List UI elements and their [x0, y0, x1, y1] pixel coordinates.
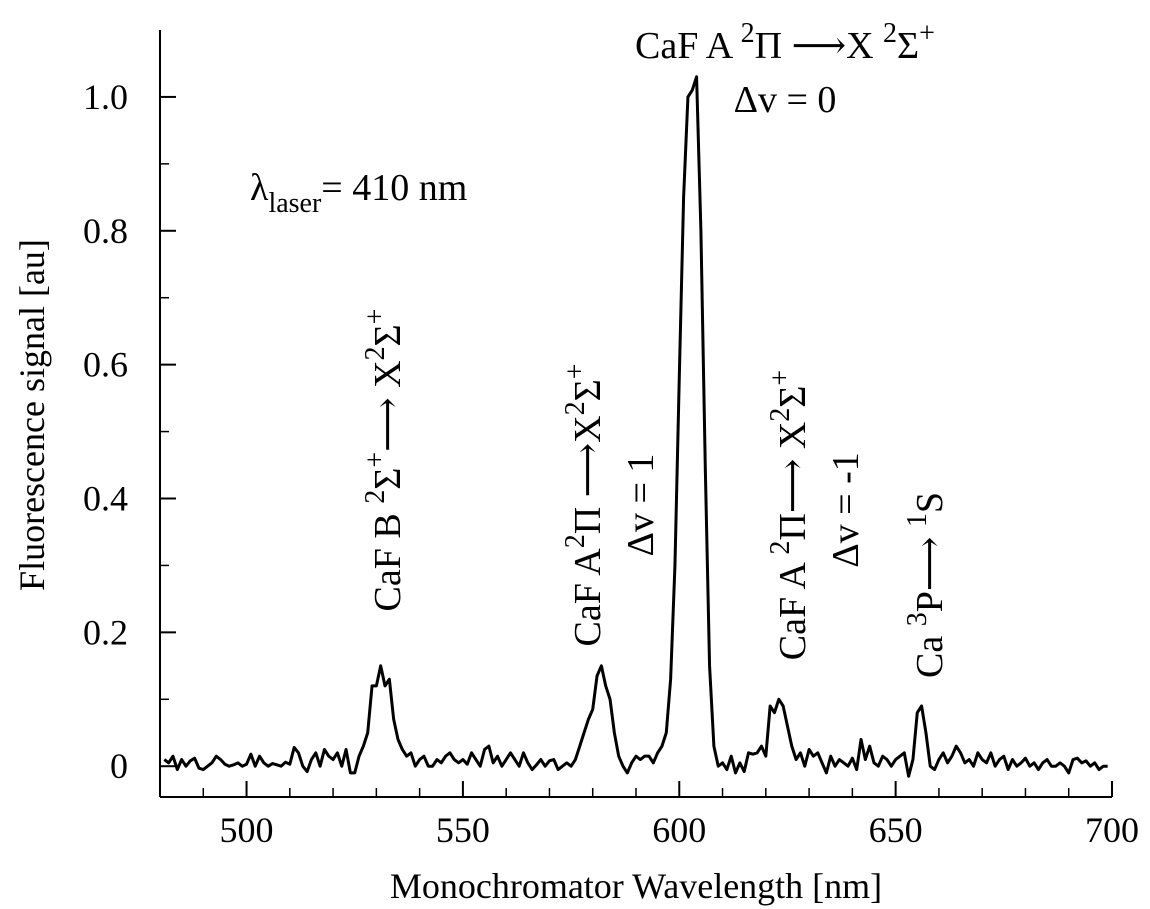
annotation-part: Σ — [367, 324, 409, 346]
annotation: CaF B 2Σ+⟶ X2Σ+ — [360, 309, 409, 612]
annotation: CaF A2Π ⟶X2Σ+ — [560, 364, 609, 647]
annotation: Δv = -1 — [825, 452, 867, 568]
annotation-part: Π ⟶X — [755, 25, 883, 67]
annotation-part: Ca — [909, 626, 951, 678]
annotation-part: 1 — [902, 513, 933, 527]
annotation-part: laser — [268, 188, 322, 219]
annotation-part: Δv = 1 — [620, 454, 662, 557]
annotation-part: 2 — [765, 408, 796, 422]
annotation-part: + — [765, 370, 796, 386]
y-tick-label: 1.0 — [83, 77, 128, 117]
x-tick-label: 600 — [652, 810, 706, 850]
x-tick-label: 650 — [869, 810, 923, 850]
annotation-part: λ — [250, 167, 269, 209]
annotation-part: Δv = -1 — [825, 452, 867, 568]
annotation-part: Π ⟶X — [567, 415, 609, 534]
y-tick-label: 0.2 — [83, 612, 128, 652]
annotation-part: Δv = 0 — [734, 79, 837, 121]
y-tick-label: 0.6 — [83, 345, 128, 385]
annotation-part: Σ — [367, 468, 409, 490]
annotation-part: 2 — [765, 541, 796, 555]
annotation: Δv = 0 — [734, 79, 837, 121]
annotation: CaF A 2Π ⟶X 2Σ+ — [635, 18, 935, 67]
annotation-part: 2 — [560, 534, 591, 548]
y-axis-title: Fluorescence signal [au] — [12, 239, 52, 591]
annotation-part: Π⟶ X — [772, 422, 814, 541]
y-tick-label: 0.8 — [83, 211, 128, 251]
x-tick-label: 500 — [220, 810, 274, 850]
annotation-part: + — [919, 18, 935, 49]
annotation-part: + — [360, 309, 391, 325]
annotation-part: + — [560, 364, 591, 380]
annotation: Ca 3P⟶ 1S — [902, 492, 951, 678]
x-tick-label: 550 — [436, 810, 490, 850]
annotation-part: 2 — [883, 18, 897, 49]
annotation-part: 3 — [902, 612, 933, 626]
spectrum-line — [163, 75, 1108, 778]
annotation-part: 2 — [560, 401, 591, 415]
annotation: CaF A 2Π⟶ X2Σ+ — [765, 370, 814, 660]
y-tick-label: 0 — [110, 746, 128, 786]
annotation: λlaser= 410 nm — [250, 167, 467, 219]
annotation-part: Σ — [567, 379, 609, 401]
annotation: Δv = 1 — [620, 454, 662, 557]
x-axis-title: Monochromator Wavelength [nm] — [390, 866, 882, 906]
annotation-part: ⟶ X — [367, 360, 409, 451]
annotation-part: CaF A — [635, 25, 741, 67]
annotation-part: 2 — [360, 346, 391, 360]
annotation-part: CaF B — [367, 504, 409, 612]
annotation-part: CaF A — [567, 548, 609, 647]
annotation-part: S — [909, 492, 951, 513]
annotation-part: Σ — [897, 25, 919, 67]
annotation-part: CaF A — [772, 555, 814, 661]
annotation-part: P⟶ — [909, 527, 951, 612]
annotation-part: = 410 nm — [321, 167, 467, 209]
annotation-part: + — [360, 452, 391, 468]
annotation-part: 2 — [360, 490, 391, 504]
y-tick-label: 0.4 — [83, 478, 128, 518]
annotation-part: Σ — [772, 386, 814, 408]
x-tick-label: 700 — [1085, 810, 1139, 850]
annotation-part: 2 — [741, 18, 755, 49]
